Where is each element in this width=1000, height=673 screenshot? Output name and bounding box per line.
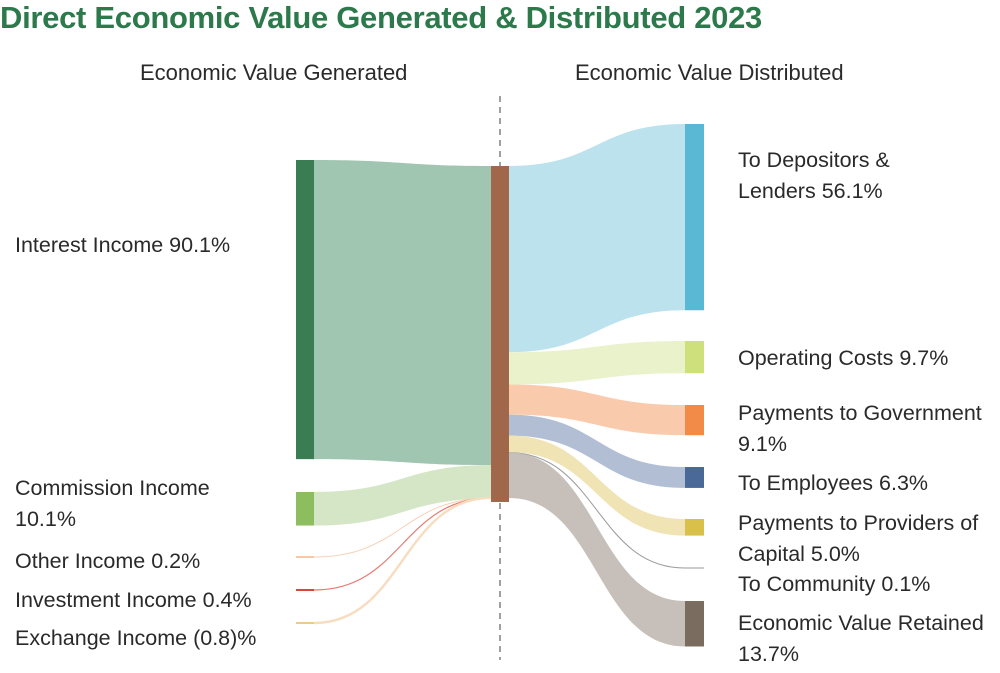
source-name: Investment Income (15, 588, 197, 612)
flow-interest-income (314, 160, 491, 466)
source-value: 90.1% (169, 233, 231, 257)
target-node-payments-to-providers-of-capital (685, 519, 704, 536)
flow-operating-costs (509, 341, 685, 385)
source-label-exchange-income: Exchange Income (0.8)% (15, 623, 295, 654)
target-value: 9.1% (738, 432, 788, 456)
target-label-depositors-lenders: To Depositors & Lenders 56.1% (738, 145, 938, 207)
target-value: 5.0% (810, 542, 860, 566)
source-value: 0.4% (202, 588, 252, 612)
target-value: 9.7% (899, 346, 949, 370)
flow-other-income (313, 497, 492, 558)
target-name: Operating Costs (738, 346, 894, 370)
hub-node (491, 166, 509, 502)
flow-commission-income (314, 465, 491, 526)
source-name: Exchange Income (15, 626, 188, 650)
source-node-investment-income (296, 589, 314, 591)
flow-to-depositors-lenders (509, 124, 685, 353)
target-label-employees: To Employees 6.3% (738, 468, 993, 499)
target-name: To Community (738, 572, 876, 596)
right-column-header: Economic Value Distributed (575, 60, 844, 85)
target-node-operating-costs (685, 341, 704, 374)
target-label-community: To Community 0.1% (738, 569, 993, 600)
target-node-to-employees (685, 467, 704, 488)
target-label-providers-capital: Payments to Providers of Capital 5.0% (738, 508, 996, 570)
source-value: 10.1% (15, 507, 76, 531)
source-label-interest-income: Interest Income 90.1% (15, 230, 285, 261)
left-column-header: Economic Value Generated (140, 60, 408, 85)
target-label-payments-government: Payments to Government 9.1% (738, 398, 1000, 460)
flow-to-community (508, 452, 686, 569)
flow-economic-value-retained (509, 452, 685, 647)
flow-exchange-income (313, 496, 492, 625)
source-name: Other Income (15, 549, 146, 573)
target-name: Payments to Government (738, 401, 982, 425)
source-value: 0.2% (151, 549, 201, 573)
source-name: Interest Income (15, 233, 164, 257)
target-label-value-retained: Economic Value Retained 13.7% (738, 608, 993, 670)
target-node-economic-value-retained (685, 601, 704, 647)
target-value: 13.7% (738, 642, 799, 666)
flow-payments-to-government (509, 384, 685, 436)
source-label-investment-income: Investment Income 0.4% (15, 585, 295, 616)
source-node-other-income (296, 556, 314, 558)
flow-payments-to-providers-of-capital (509, 435, 685, 536)
target-label-operating-costs: Operating Costs 9.7% (738, 343, 993, 374)
source-label-commission-income: Commission Income 10.1% (15, 473, 245, 535)
target-name: Payments to Providers of Capital (738, 511, 979, 566)
source-label-other-income: Other Income 0.2% (15, 546, 295, 577)
source-value: (0.8)% (193, 626, 257, 650)
flow-investment-income (313, 497, 492, 591)
target-node-to-depositors-lenders (685, 124, 704, 311)
flow-to-employees (509, 414, 685, 488)
target-name: To Employees (738, 471, 874, 495)
source-node-interest-income (296, 160, 314, 460)
target-value: 56.1% (821, 179, 883, 203)
target-name: To Depositors & Lenders (738, 148, 890, 203)
source-name: Commission Income (15, 476, 210, 500)
source-node-commission-income (296, 492, 314, 526)
target-node-payments-to-government (685, 405, 704, 436)
target-value: 0.1% (881, 572, 931, 596)
target-value: 6.3% (879, 471, 929, 495)
page-title: Direct Economic Value Generated & Distri… (0, 0, 762, 35)
source-node-exchange-income (296, 622, 314, 624)
target-name: Economic Value Retained (738, 611, 984, 635)
